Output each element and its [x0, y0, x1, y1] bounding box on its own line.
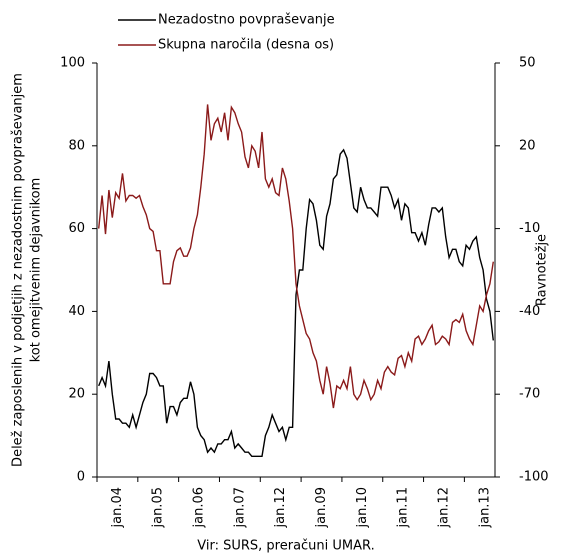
y2-tick-label: -10: [519, 221, 540, 236]
y2-axis-label: Ravnotežje: [535, 234, 550, 306]
y-axis-label: Delež zaposlenih v podjetjih z nezadostn…: [11, 73, 26, 467]
y-tick-label: 0: [77, 470, 85, 485]
x-tick-label: jan.11: [396, 487, 411, 529]
y2-tick-label: 50: [519, 56, 536, 71]
y2-tick-label: 20: [519, 138, 536, 153]
x-tick-label: jan.10: [355, 487, 370, 529]
x-tick-label: jan.06: [192, 487, 207, 529]
y-tick-label: 80: [68, 138, 85, 153]
y-tick-label: 100: [60, 56, 85, 71]
y2-tick-label: -40: [519, 304, 540, 319]
legend-label: Skupna naročila (desna os): [158, 38, 334, 53]
y-tick-label: 40: [68, 304, 85, 319]
source-note: Vir: SURS, preračuni UMAR.: [197, 539, 374, 554]
y-tick-label: 20: [68, 387, 85, 402]
y2-tick-label: -100: [519, 470, 549, 485]
x-tick-label: jan.04: [110, 487, 125, 529]
y-tick-label: 60: [68, 221, 85, 236]
x-tick-label: jan.12: [436, 487, 451, 529]
x-tick-label: jan.07: [232, 487, 247, 529]
series-line: [98, 148, 494, 457]
y2-tick-label: -70: [519, 387, 540, 402]
series-line: [98, 104, 494, 409]
y-axis-label: kot omejitvenim dejavnikom: [29, 178, 44, 363]
x-tick-label: jan.13: [477, 487, 492, 529]
x-tick-label: jan.12: [273, 487, 288, 529]
x-tick-label: jan.09: [314, 487, 329, 529]
legend-label: Nezadostno povpraševanje: [158, 13, 335, 28]
x-tick-label: jan.05: [151, 487, 166, 529]
